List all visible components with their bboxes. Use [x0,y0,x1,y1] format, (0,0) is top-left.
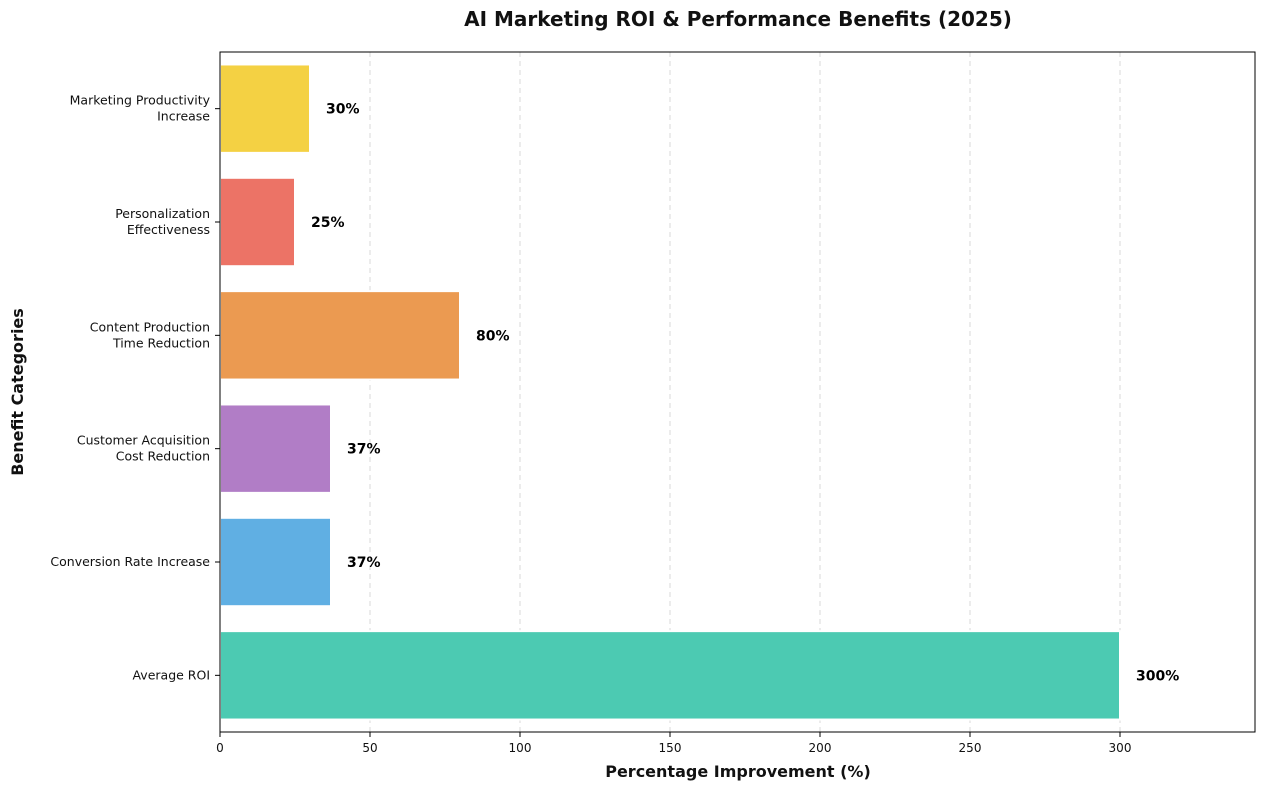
bar-value-label: 25% [311,215,345,231]
value-labels: 300% 37% 37% 80% 25% 30% [311,102,1179,685]
y-tick-label: Time Reduction [112,335,210,350]
x-tick-label: 200 [809,741,832,755]
x-tick-label: 100 [509,741,532,755]
y-tick-label: Average ROI [132,667,210,682]
y-tick-label: Customer Acquisition [77,433,210,448]
bar-value-label: 80% [476,328,510,344]
y-tick-label: Personalization [115,206,210,221]
y-axis-ticks: Average ROI Conversion Rate Increase Custo… [50,93,220,682]
x-tick-label: 150 [659,741,682,755]
x-tick-label: 50 [362,741,377,755]
x-axis-label: Percentage Improvement (%) [605,762,871,781]
plot-frame [219,51,1256,733]
y-tick-label: Cost Reduction [116,449,210,464]
y-tick-label: Marketing Productivity [70,93,211,108]
bar [219,63,311,154]
gridlines [369,52,1121,732]
bar-value-label: 30% [326,102,360,118]
chart-title: AI Marketing ROI & Performance Benefits … [464,7,1012,31]
bar [219,630,1121,721]
bars [219,63,1121,721]
y-axis-label: Benefit Categories [8,308,27,476]
bar [219,516,332,608]
bar-value-label: 300% [1136,668,1179,684]
x-tick-label: 0 [216,741,224,755]
y-tick-label: Effectiveness [127,222,210,237]
x-tick-label: 300 [1109,741,1132,755]
y-tick-label: Conversion Rate Increase [50,554,210,569]
y-tick-label: Content Production [90,319,210,334]
bar-value-label: 37% [347,442,381,458]
y-tick-label: Increase [157,109,210,124]
x-axis-ticks: 0 50 100 150 200 250 300 [216,732,1131,755]
bar-value-label: 37% [347,555,381,571]
bar [219,176,296,268]
bar [219,290,461,381]
bar [219,403,332,494]
x-tick-label: 250 [959,741,982,755]
